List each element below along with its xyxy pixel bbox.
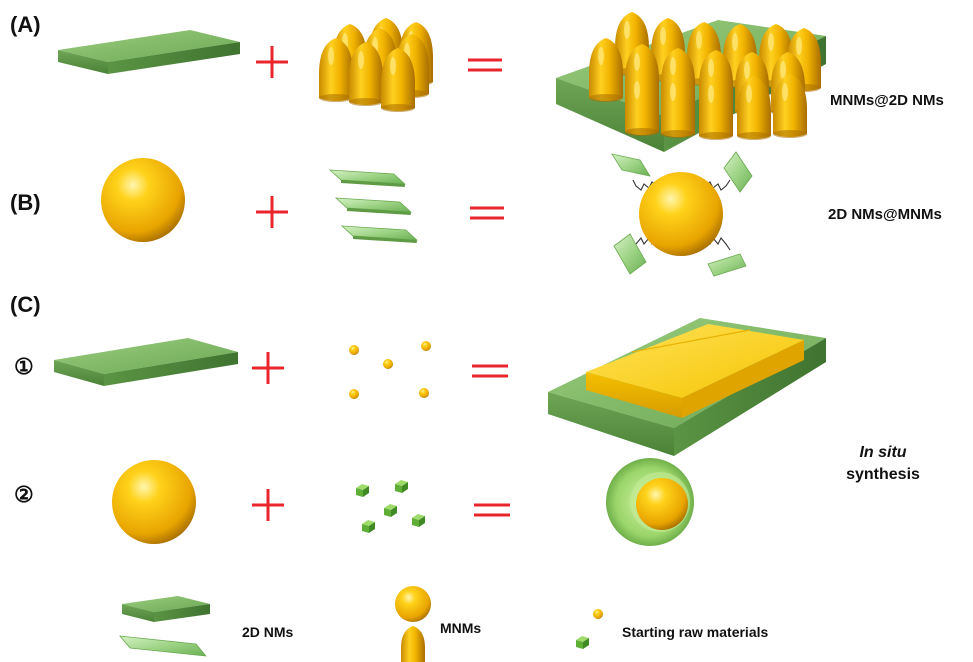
legend-mnms-icons [395, 586, 431, 662]
in-situ-text: In situ [859, 444, 907, 461]
panel-c2-mnm-sphere [112, 460, 196, 544]
panel-b-label: (B) [10, 190, 41, 215]
panel-c1-substrate [54, 338, 238, 386]
synthesis-text: synthesis [846, 466, 920, 483]
panel-c1-equals [472, 364, 508, 378]
legend-2d-nms-label: 2D NMs [242, 624, 294, 640]
panel-c1-plus [252, 352, 284, 384]
panel-c2-plus [252, 489, 284, 521]
panel-b-result-label: 2D NMs@MNMs [828, 206, 942, 223]
panel-c2-product-core-shell [606, 458, 694, 546]
panel-c1-product-in-situ-layer [548, 318, 826, 456]
panel-a-bullet-array [319, 18, 433, 112]
panel-c2-raw-cubes [356, 480, 425, 533]
legend-mnms-label: MNMs [440, 620, 482, 636]
panel-c2-equals [474, 503, 510, 517]
panel-a-substrate [58, 30, 240, 74]
legend-2d-nms-icons [119, 596, 210, 657]
panel-b-product-2d-on-mnm [611, 151, 753, 277]
panel-a-product-mnms-on-2d [556, 12, 826, 152]
panel-c-step2-label: ② [14, 482, 34, 507]
panel-c-result-label: In situ synthesis [828, 442, 938, 486]
panel-a-result-label: MNMs@2D NMs [830, 92, 944, 109]
legend-raw-materials-icons [576, 609, 603, 649]
panel-b-mnm-sphere [101, 158, 185, 242]
panel-c-step1-label: ① [14, 354, 34, 379]
panel-c-label: (C) [10, 292, 41, 317]
panel-c1-raw-particles [349, 341, 431, 399]
panel-b-equals [470, 206, 504, 220]
panel-b-plus [256, 196, 288, 228]
panel-a-equals [468, 58, 502, 72]
panel-a-plus [256, 46, 288, 78]
legend-raw-materials-label: Starting raw materials [622, 624, 769, 640]
panel-a-label: (A) [10, 12, 41, 37]
panel-b-nanosheets [329, 169, 418, 244]
